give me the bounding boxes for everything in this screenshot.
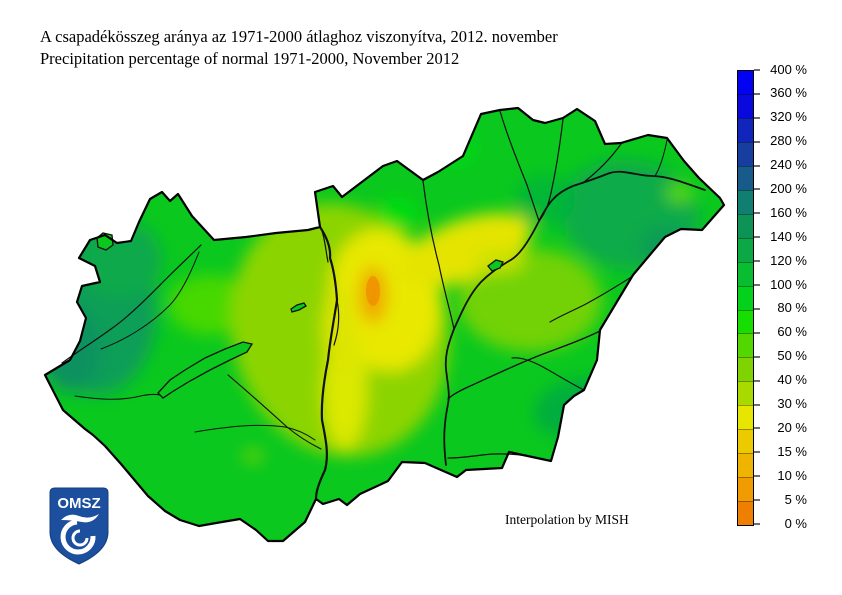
legend-band [738, 213, 753, 238]
rivers-layer [61, 110, 706, 501]
omsz-logo-text: OMSZ [57, 495, 100, 512]
legend-band [738, 477, 753, 502]
legend-tick [754, 427, 760, 430]
legend-tick [754, 403, 760, 406]
legend-tick [754, 260, 760, 263]
berettyo-river [549, 275, 634, 323]
rackeve-branch [333, 299, 340, 346]
omsz-logo: OMSZ [47, 486, 111, 566]
legend-tick-label: 30 % [777, 396, 807, 412]
color-scale-legend [737, 70, 754, 526]
omsz-logo-shield: OMSZ [49, 487, 109, 565]
kapos-river [194, 424, 316, 441]
legend-tick-label: 80 % [777, 300, 807, 316]
legend-tick-label: 360 % [770, 85, 807, 101]
hungary-border [43, 106, 726, 543]
legend-band [738, 357, 753, 382]
lake-velence [290, 302, 307, 313]
danube-river [314, 225, 339, 501]
legend-band [738, 381, 753, 406]
legend-tick-label: 280 % [770, 133, 807, 149]
legend-tick [754, 92, 760, 95]
driest-spot [366, 276, 380, 306]
legend-tick [754, 116, 760, 119]
legend-tick [754, 212, 760, 215]
legend-tick-label: 140 % [770, 228, 807, 244]
legend-tick-label: 400 % [770, 61, 807, 77]
legend-tick-label: 0 % [784, 515, 807, 531]
legend-band [738, 141, 753, 166]
legend-tick-label: 15 % [777, 443, 807, 459]
legend-tick [754, 331, 760, 334]
sajo-river [499, 110, 540, 222]
legend-tick [754, 451, 760, 454]
legend-tick [754, 236, 760, 239]
legend-band [738, 453, 753, 478]
legend-band [738, 285, 753, 310]
legend-tick-label: 50 % [777, 348, 807, 364]
legend-band [738, 71, 753, 94]
legend-tick-label: 120 % [770, 252, 807, 268]
legend-tick-label: 10 % [777, 467, 807, 483]
title-english: Precipitation percentage of normal 1971-… [40, 49, 460, 68]
bodrog-river [583, 143, 622, 183]
legend-band [738, 405, 753, 430]
danube-branch [321, 230, 329, 263]
legend-tick [754, 499, 760, 502]
koros-river [447, 330, 601, 400]
legend-tick [754, 379, 760, 382]
legend-tick-label: 20 % [777, 419, 807, 435]
koros-branch [511, 357, 585, 391]
map-title-block: A csapadékösszeg aránya az 1971-2000 átl… [40, 26, 558, 70]
legend-tick-label: 5 % [784, 491, 807, 507]
legend-tick [754, 188, 760, 191]
title-hungarian: A csapadékösszeg aránya az 1971-2000 átl… [40, 27, 558, 46]
raba-river [61, 244, 202, 364]
kraszna-river [654, 139, 668, 177]
lake-tisza [487, 259, 504, 272]
legend-tick-label: 240 % [770, 157, 807, 173]
legend-band [738, 333, 753, 358]
legend-tick [754, 164, 760, 167]
map-attribution: Interpolation by MISH [505, 512, 629, 527]
legend-tick [754, 307, 760, 310]
legend-band [738, 261, 753, 286]
legend-band [738, 309, 753, 334]
legend-band [738, 165, 753, 190]
legend-tick [754, 140, 760, 143]
zala-river [74, 393, 161, 400]
legend-band [738, 237, 753, 262]
legend-band [738, 117, 753, 142]
legend-tick-label: 60 % [777, 324, 807, 340]
lake-balaton [157, 341, 254, 399]
legend-band [738, 189, 753, 214]
legend-tick [754, 475, 760, 478]
marcal-river [100, 251, 200, 350]
legend-tick-label: 40 % [777, 372, 807, 388]
legend-tick [754, 523, 760, 525]
legend-tick [754, 69, 760, 71]
legend-tick-label: 100 % [770, 276, 807, 292]
legend-tick-label: 160 % [770, 204, 807, 220]
legend-band [738, 429, 753, 454]
hernad-river [538, 118, 564, 222]
legend-tick [754, 355, 760, 358]
legend-tick [754, 284, 760, 287]
legend-band [738, 93, 753, 118]
tisza-river [443, 170, 706, 466]
legend-tick-label: 200 % [770, 180, 807, 196]
legend-tick-label: 320 % [770, 109, 807, 125]
zagyva-river [422, 180, 455, 330]
legend-band [738, 501, 753, 526]
cyclone-swirl-icon [60, 514, 99, 555]
